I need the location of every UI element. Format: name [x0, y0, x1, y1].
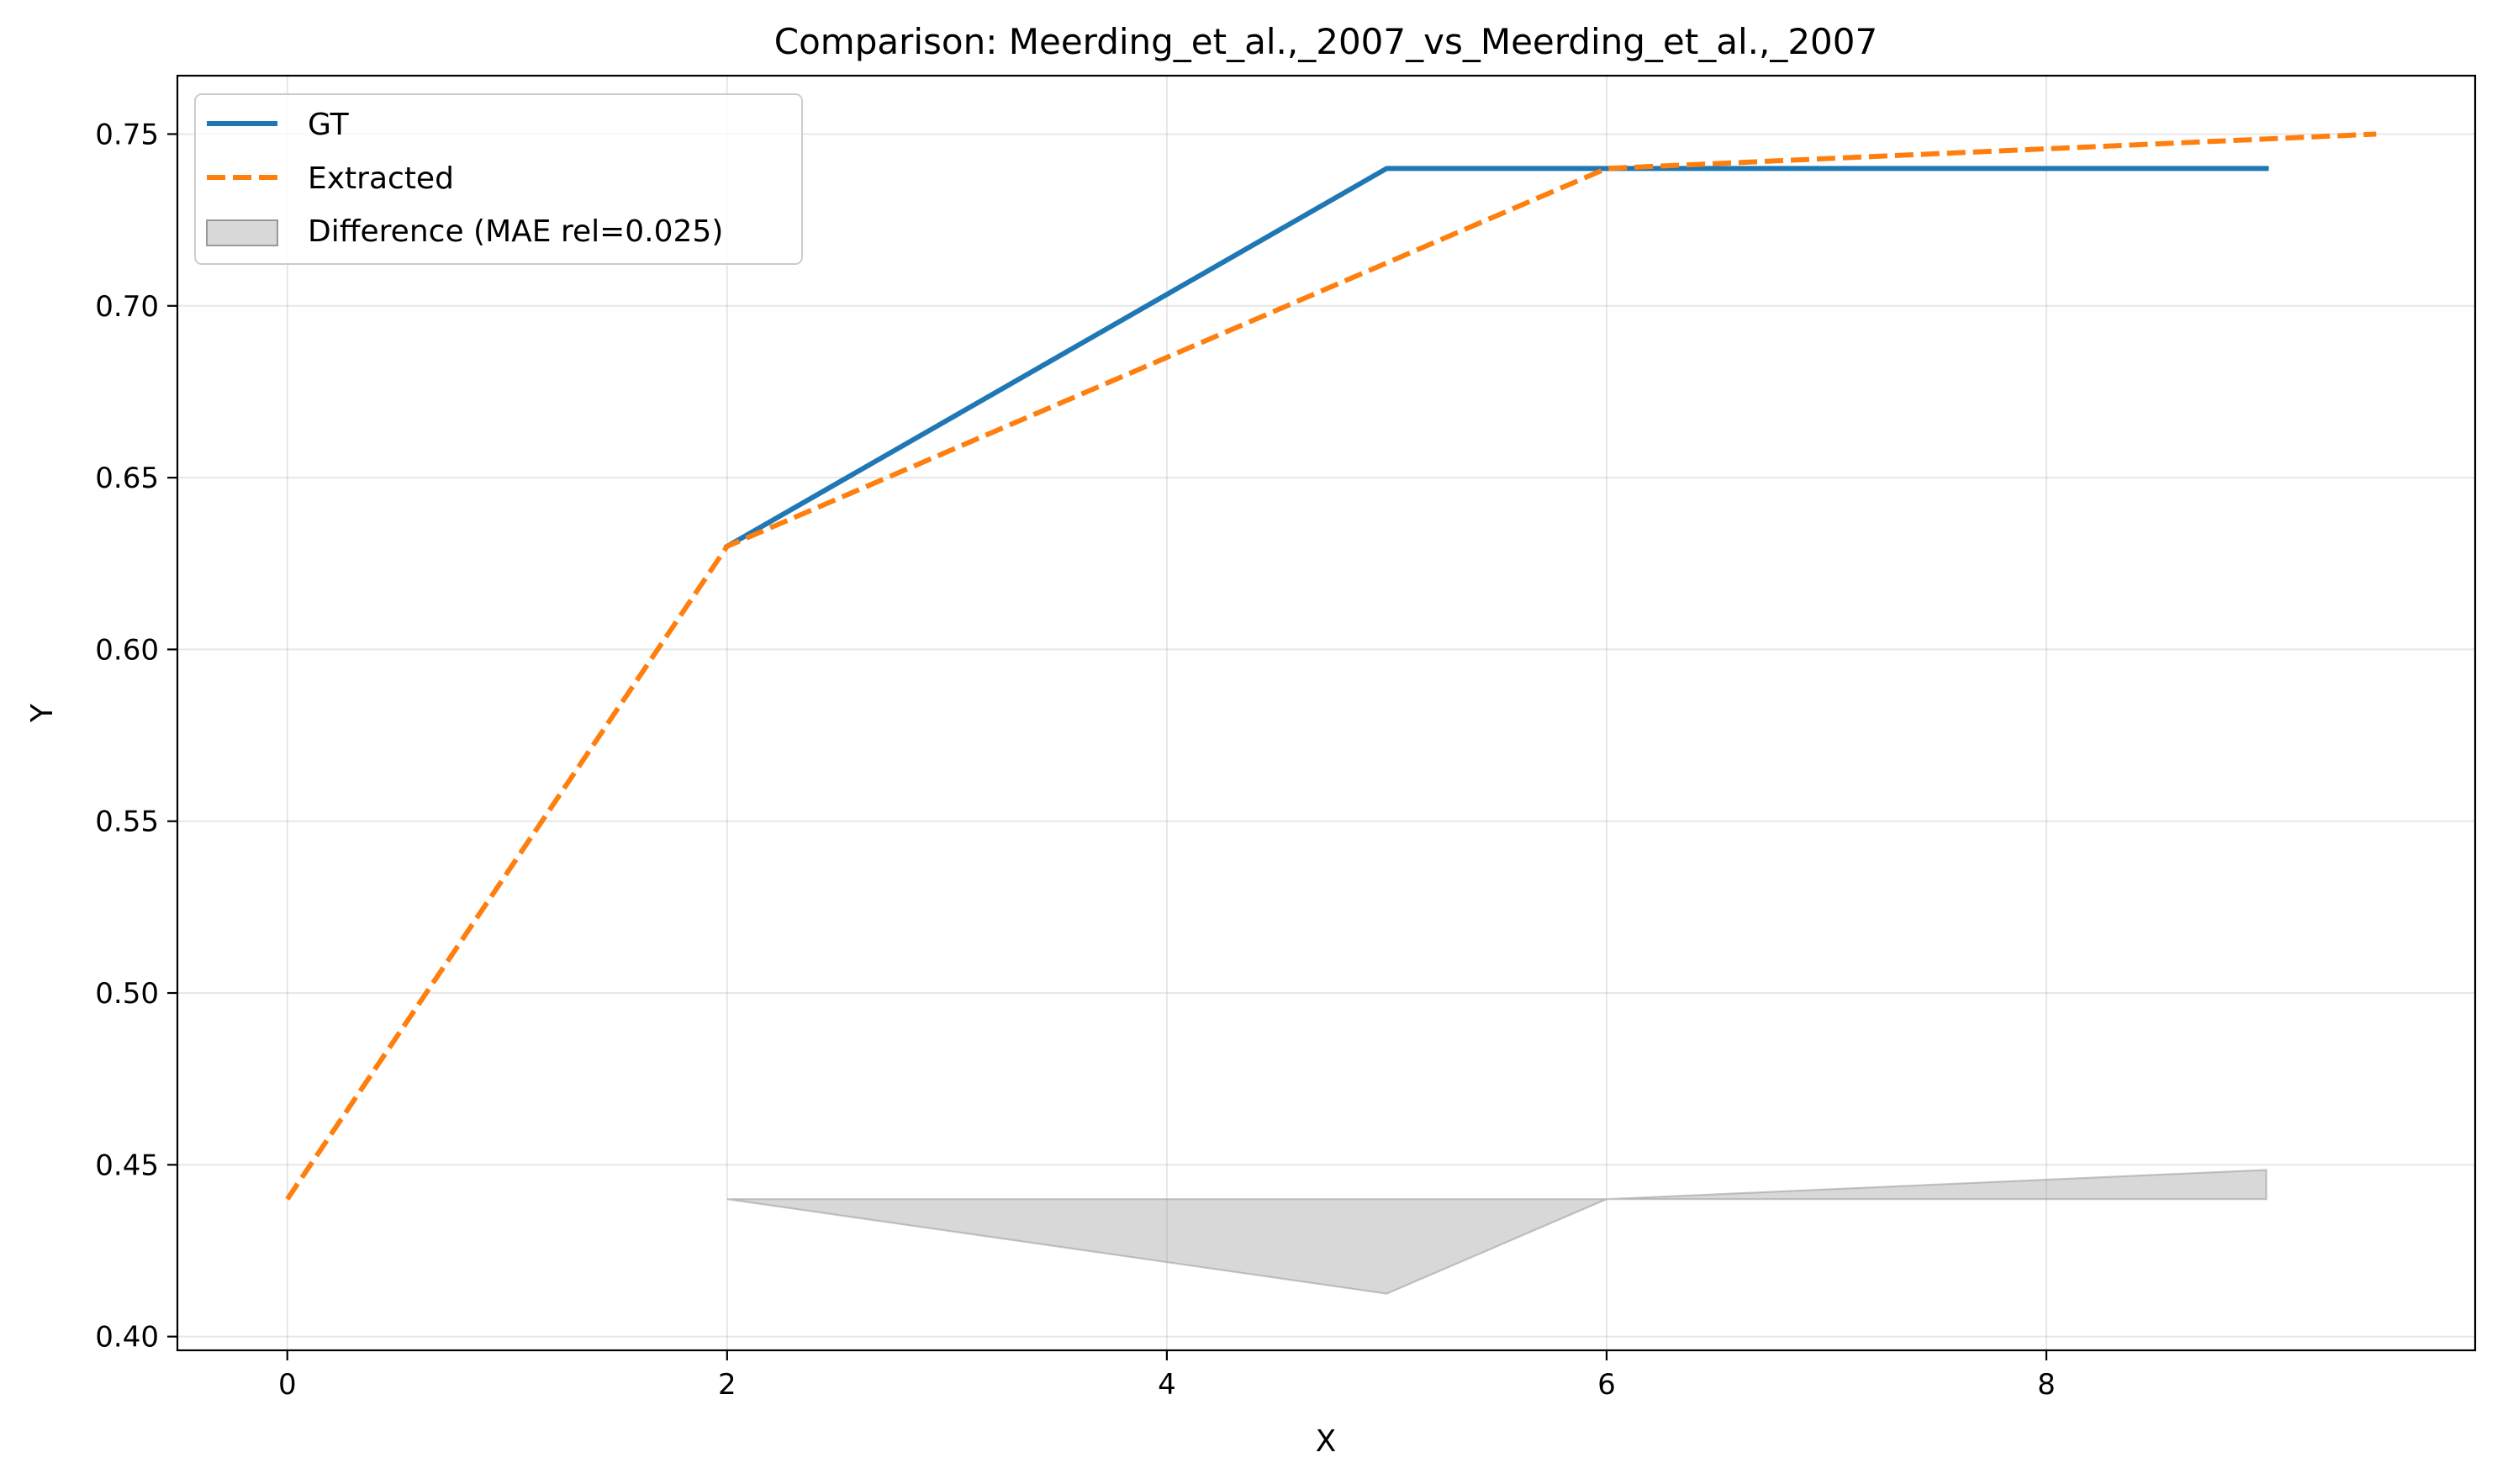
legend-label-gt: GT: [308, 108, 350, 142]
legend-swatch-difference: [206, 219, 278, 246]
y-tick-label: 0.45: [95, 1149, 159, 1182]
y-tick-label: 0.60: [95, 633, 159, 667]
x-axis-label: X: [1316, 1424, 1337, 1459]
legend: GT Extracted Difference (MAE rel=0.025): [194, 93, 803, 265]
series-layer: [285, 131, 2377, 1201]
series-line-gt: [723, 166, 2269, 550]
x-tick-label: 8: [2037, 1368, 2056, 1402]
legend-label-extracted: Extracted: [308, 161, 454, 196]
y-tick-label: 0.40: [95, 1321, 159, 1355]
x-tick-label: 4: [1158, 1368, 1176, 1402]
difference-band-layer: [726, 1169, 2267, 1295]
y-tick-label: 0.65: [95, 462, 159, 495]
legend-label-difference: Difference (MAE rel=0.025): [308, 214, 723, 249]
x-tick-label: 0: [278, 1368, 297, 1402]
y-tick-label: 0.50: [95, 977, 159, 1011]
x-tick-label: 2: [718, 1368, 736, 1402]
difference-band: [726, 1169, 2267, 1295]
legend-box: [194, 93, 803, 265]
x-axis: 0 2 4 6 8: [278, 1350, 2056, 1402]
chart-title: Comparison: Meerding_et_al.,_2007_vs_Mee…: [774, 21, 1877, 62]
grid-lines: [177, 76, 2475, 1350]
y-tick-label: 0.75: [95, 118, 159, 151]
series-line-extracted: [285, 131, 2377, 1201]
y-axis: 0.40 0.45 0.50 0.55 0.60 0.65 0.70 0.75: [95, 118, 177, 1355]
x-tick-label: 6: [1597, 1368, 1616, 1402]
y-tick-label: 0.70: [95, 290, 159, 324]
y-axis-label: Y: [25, 703, 60, 723]
y-tick-label: 0.55: [95, 805, 159, 839]
plot-frame: [176, 74, 2477, 1352]
